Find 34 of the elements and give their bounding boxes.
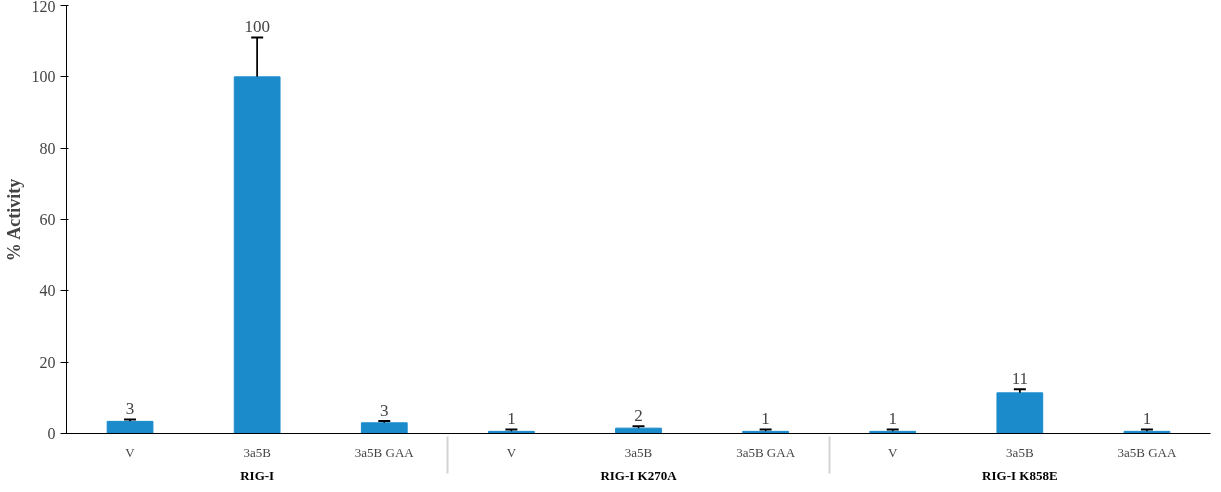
- text: RIG-I K858E: [982, 467, 1058, 483]
- bar: [360, 422, 408, 434]
- data-label: 100: [244, 17, 270, 37]
- text: RIG-I: [240, 467, 275, 483]
- data-label: 2: [634, 406, 643, 426]
- bar: [233, 76, 281, 434]
- data-label: 3: [125, 399, 135, 419]
- y-tick-label: 100: [31, 68, 56, 86]
- y-tick-label: 40: [39, 282, 56, 300]
- bar: [106, 420, 154, 434]
- data-label: 1: [1142, 409, 1152, 429]
- y-tick-label: 80: [39, 139, 56, 157]
- data-label: 1: [761, 409, 770, 429]
- y-tick-label: 60: [39, 211, 56, 228]
- bar: [615, 427, 662, 434]
- data-label: 1: [888, 409, 897, 429]
- y-axis-title: % Activity: [3, 178, 24, 262]
- x-tick-label: V: [506, 444, 517, 460]
- x-tick-label: 3a5B: [1006, 444, 1034, 460]
- data-label: 3: [380, 400, 389, 420]
- y-tick-label: 0: [47, 425, 56, 442]
- x-tick-label: V: [125, 444, 136, 460]
- x-tick-label: 3a5B GAA: [736, 444, 796, 460]
- x-tick-label: 3a5B GAA: [354, 444, 415, 460]
- y-tick-label: 120: [31, 0, 56, 15]
- x-tick-label: 3a5B: [624, 444, 653, 460]
- y-tick-label: 20: [39, 353, 56, 371]
- bar: [996, 392, 1044, 434]
- x-tick-label: 3a5B GAA: [1117, 444, 1177, 460]
- x-tick-label: V: [888, 444, 899, 460]
- x-tick-label: 3a5B: [243, 444, 272, 460]
- data-label: 1: [507, 409, 516, 429]
- data-label: 11: [1011, 368, 1029, 388]
- text: RIG-I K270A: [600, 467, 678, 483]
